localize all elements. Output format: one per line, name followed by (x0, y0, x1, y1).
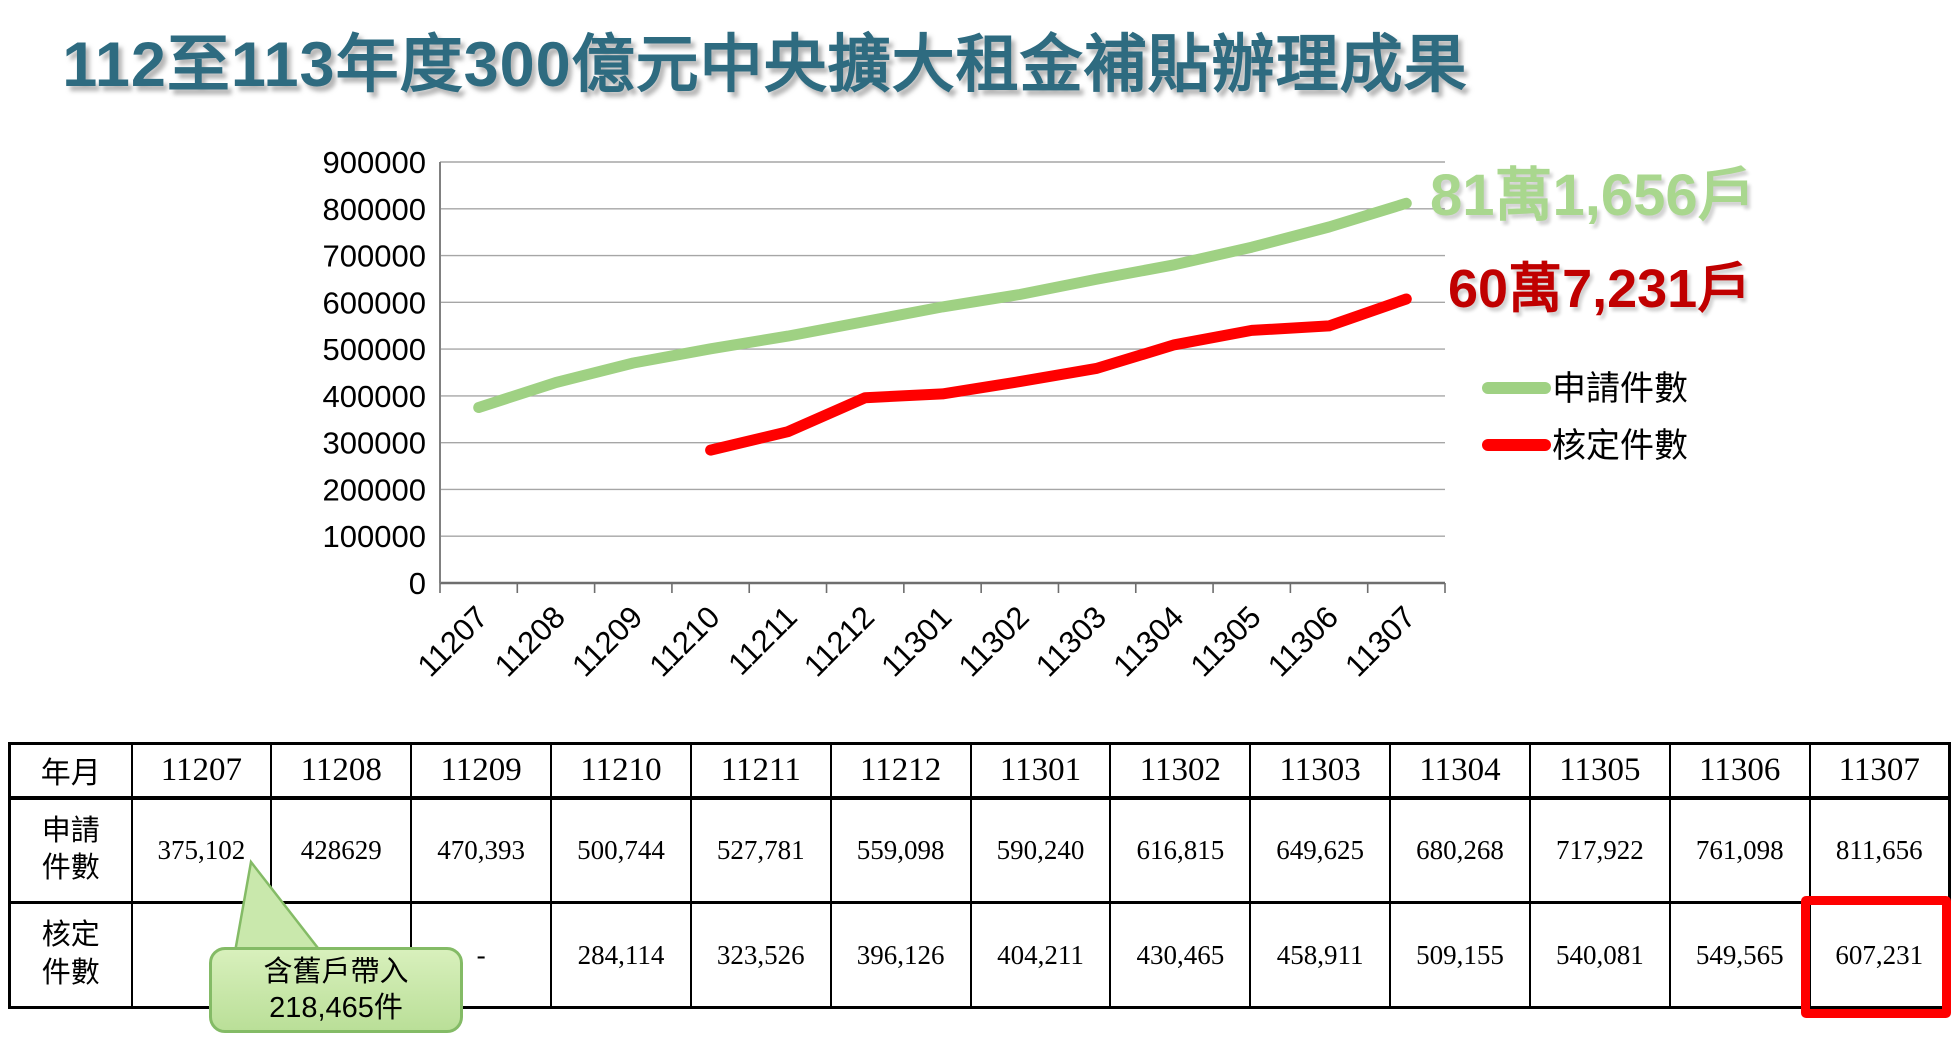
table-row-label: 核定 件數 (8, 901, 133, 1009)
table-header-row: 年月 11207 11208 11209 11210 11211 11212 11301 113… (8, 742, 1951, 799)
y-axis-label: 500000 (323, 332, 426, 367)
x-axis-label: 11303 (1029, 599, 1113, 683)
table-header-cell: 11211 (689, 742, 832, 799)
approvals-total-annotation: 60萬7,231戶 (1448, 259, 1752, 319)
table-header-cell: 11305 (1528, 742, 1671, 799)
x-axis-label: 11301 (874, 599, 958, 683)
table-header-cell: 11212 (829, 742, 972, 799)
legend-label-approvals: 核定件數 (1552, 427, 1688, 465)
x-axis-label: 11208 (488, 599, 572, 683)
y-axis-label: 800000 (323, 192, 426, 227)
callout-pointer (233, 859, 324, 953)
table-row: 申請 件數 375,102 428629 470,393 500,744 527,781 5… (8, 796, 1951, 904)
y-axis-label: 600000 (323, 285, 426, 320)
y-axis-label: 200000 (323, 472, 426, 507)
x-axis-label: 11212 (797, 599, 881, 683)
table-cell: 811,656 (1808, 796, 1951, 904)
table-cell: 590,240 (969, 796, 1112, 904)
table-cell: 470,393 (410, 796, 553, 904)
table-cell: 284,114 (550, 901, 692, 1009)
table-header-cell: 11210 (550, 742, 692, 799)
y-axis-label: 0 (409, 566, 426, 601)
applications-line (473, 197, 1412, 413)
legend-label-applications: 申請件數 (1552, 370, 1688, 408)
table-cell: 458,911 (1249, 901, 1392, 1009)
table-row-label: 申請 件數 (8, 796, 133, 904)
highlight-box (1801, 896, 1951, 1018)
y-axis-label: 700000 (323, 239, 426, 274)
table-cell: 717,922 (1528, 796, 1671, 904)
callout-line2: 218,465件 (269, 992, 403, 1024)
table-cell: 680,268 (1389, 796, 1531, 904)
table-cell: 527,781 (689, 796, 832, 904)
table-cell: 549,565 (1668, 901, 1811, 1009)
table-header-cell: 11207 (130, 742, 273, 799)
table-cell: 509,155 (1389, 901, 1531, 1009)
table-cell: 616,815 (1109, 796, 1252, 904)
applications-total-annotation: 81萬1,656戶 (1430, 163, 1756, 228)
table-header-cell: 11209 (410, 742, 553, 799)
table-cell: 396,126 (829, 901, 972, 1009)
table-header-cell: 11301 (969, 742, 1112, 799)
table-cell: 649,625 (1249, 796, 1392, 904)
table-cell: 540,081 (1528, 901, 1671, 1009)
table-cell: 559,098 (829, 796, 972, 904)
table-cell: 500,744 (550, 796, 692, 904)
table-header-year-month: 年月 (8, 742, 133, 799)
page-title: 112至113年度300億元中央擴大租金補貼辦理成果 (62, 30, 1468, 100)
y-axis-label: 900000 (323, 145, 426, 180)
y-axis-label: 400000 (323, 379, 426, 414)
x-axis-label: 11210 (642, 599, 726, 683)
x-axis-label: 11302 (952, 599, 1036, 683)
table-cell: 430,465 (1109, 901, 1252, 1009)
x-axis-label: 11307 (1338, 599, 1422, 683)
x-axis-label: 11306 (1261, 599, 1345, 683)
table-cell: 428629 (270, 796, 413, 904)
line-chart: 0 100000 200000 300000 400000 500000 600000 700… (323, 145, 1688, 683)
callout-line1: 含舊戶帶入 (263, 955, 409, 988)
y-axis-label: 100000 (323, 519, 426, 554)
table-cell: 607,231 (1808, 901, 1951, 1009)
table-cell: 323,526 (689, 901, 832, 1009)
x-axis-label: 11209 (565, 599, 649, 683)
table-header-cell: 11306 (1668, 742, 1811, 799)
table-cell: 761,098 (1668, 796, 1811, 904)
table-cell: 404,211 (969, 901, 1112, 1009)
y-axis-label: 300000 (323, 426, 426, 461)
x-axis-label: 11304 (1106, 599, 1190, 683)
x-axis-label: 11305 (1184, 599, 1268, 683)
table-header-cell: 11307 (1808, 742, 1951, 799)
x-axis-label: 11211 (721, 599, 803, 681)
table-header-cell: 11304 (1389, 742, 1531, 799)
x-axis-label: 11207 (411, 599, 495, 683)
data-table: 年月 11207 11208 11209 11210 11211 11212 11301 113… (8, 742, 1951, 1009)
table-header-cell: 11303 (1249, 742, 1392, 799)
table-header-cell: 11208 (270, 742, 413, 799)
callout-bubble: 含舊戶帶入 218,465件 (209, 947, 463, 1033)
approvals-line (705, 293, 1412, 456)
table-header-cell: 11302 (1109, 742, 1252, 799)
